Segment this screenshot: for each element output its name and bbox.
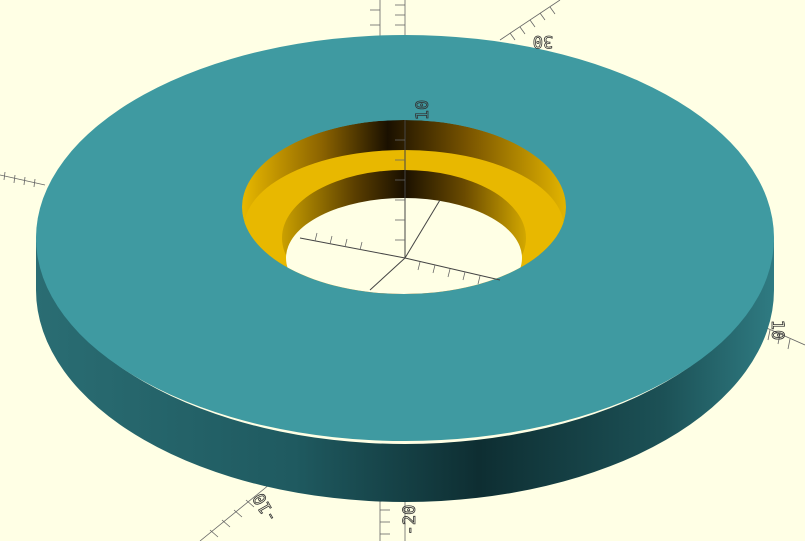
axis-label-x-pos: 10 — [767, 320, 787, 340]
axis-label-z-pos: 10 — [413, 100, 433, 120]
axis-label-y-neg: -10 — [249, 489, 282, 526]
axis-label-y-pos: 30 — [533, 31, 553, 51]
washer-side-wall — [36, 232, 774, 502]
axis-lines-front — [299, 120, 501, 291]
axis-label-z-neg: -20 — [400, 505, 420, 536]
